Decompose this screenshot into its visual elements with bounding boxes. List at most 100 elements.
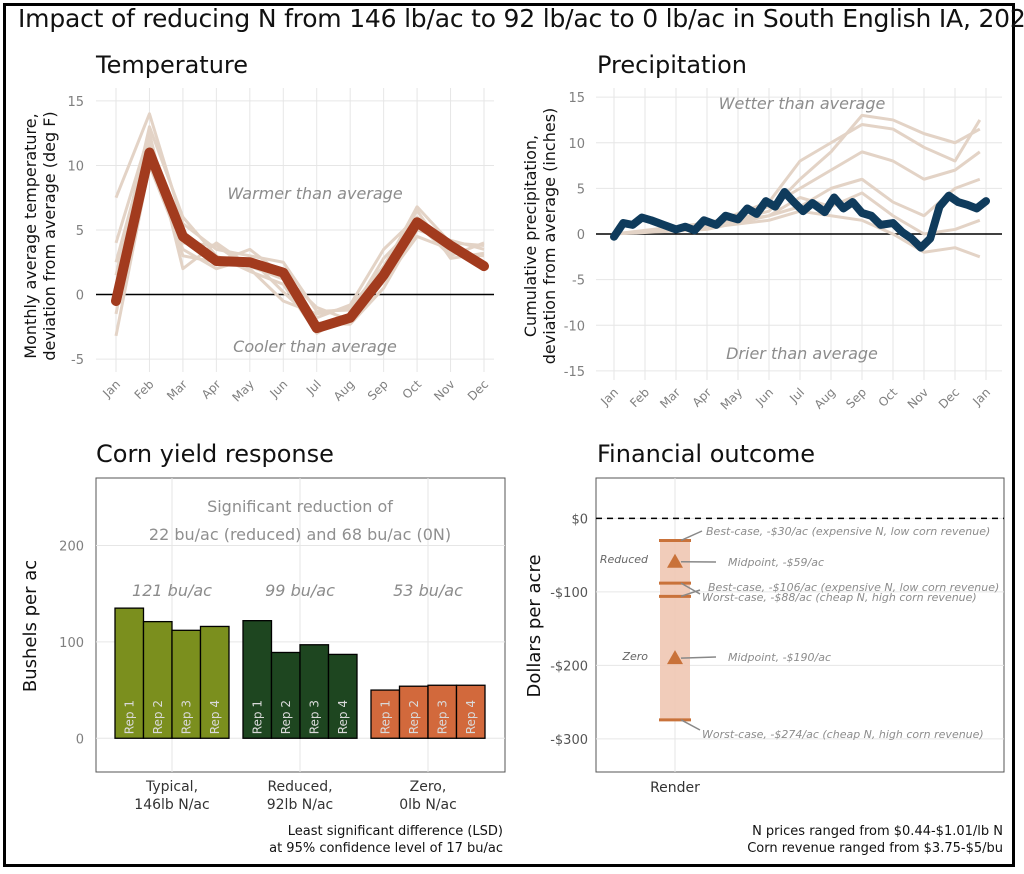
financial-annotation-text: Best-case, -$30/ac (expensive N, low cor… xyxy=(706,525,990,538)
temperature-y-axis-label: Monthly average temperature,deviation fr… xyxy=(21,111,59,360)
temperature-xtick-label: Apr xyxy=(199,377,224,402)
corn-yield-ytick-label: 0 xyxy=(76,732,84,747)
corn-yield-group-label: Reduced, xyxy=(267,779,332,795)
precipitation-xtick-label: Feb xyxy=(627,385,652,410)
corn-yield-bar xyxy=(199,625,230,739)
precipitation-y-axis-label-line: deviation from average (inches) xyxy=(540,108,559,365)
temperature-ytick-label: -5 xyxy=(71,353,84,368)
precipitation-y-axis-label-line: Cumulative precipitation, xyxy=(521,135,540,337)
temperature-y-axis-label-line: deviation from average (deg F) xyxy=(40,111,59,360)
corn-yield-bar xyxy=(455,684,486,739)
financial-annotation-arrow xyxy=(680,582,701,595)
financial-ytick-label: $0 xyxy=(571,512,588,527)
precipitation-xtick-label: Jan xyxy=(597,385,621,409)
financial-footnote: Corn revenue ranged from $3.75-$5/bu xyxy=(747,841,1003,856)
precipitation-ytick-label: 15 xyxy=(568,91,585,106)
temperature-xtick-label: Oct xyxy=(400,377,425,402)
corn-yield-rep-label: Rep 4 xyxy=(464,700,478,734)
precipitation-xtick-label: Mar xyxy=(657,385,683,411)
corn-yield-rep-label: Rep 4 xyxy=(336,700,350,734)
corn-yield-rep-label: Rep 2 xyxy=(279,700,293,734)
precipitation-xtick-label: May xyxy=(718,385,745,412)
temperature-xtick-label: Jan xyxy=(99,377,123,401)
financial-footnote: N prices ranged from $0.44-$1.01/lb N xyxy=(752,824,1003,839)
precipitation-xtick-label: Jan xyxy=(969,385,993,409)
corn-yield-footnote: at 95% confidence level of 17 bu/ac xyxy=(269,841,503,856)
precipitation-ytick-label: 10 xyxy=(568,137,585,152)
corn-yield-rep-label: Rep 1 xyxy=(378,700,392,734)
corn-yield-ytick-label: 100 xyxy=(59,636,84,651)
financial-annotation-text: Worst-case, -$88/ac (cheap N, high corn … xyxy=(702,591,977,604)
corn-yield-annotation: 22 bu/ac (reduced) and 68 bu/ac (0N) xyxy=(149,525,451,544)
corn-yield-y-axis-label: Bushels per ac xyxy=(20,560,41,692)
financial-annotation-arrow xyxy=(680,719,701,731)
corn-yield-group-label: 0lb N/ac xyxy=(399,797,457,813)
temperature-xtick-label: Jun xyxy=(267,377,291,401)
corn-yield-annotation: Significant reduction of xyxy=(207,497,393,516)
temperature-annotation: Cooler than average xyxy=(233,337,397,356)
temperature-ytick-label: 0 xyxy=(76,289,84,304)
financial-ytick-label: -$200 xyxy=(550,659,588,674)
corn-yield-rep-label: Rep 3 xyxy=(435,700,449,734)
temperature-xtick-label: Sep xyxy=(365,377,391,403)
corn-yield-mean-label: 121 bu/ac xyxy=(132,581,212,600)
corn-yield-mean-label: 53 bu/ac xyxy=(393,581,463,600)
precipitation-ytick-label: -5 xyxy=(572,274,585,289)
financial-annotation-text: Midpoint, -$59/ac xyxy=(728,556,824,569)
precipitation-xtick-label: Aug xyxy=(812,385,838,411)
financial-panel-border xyxy=(595,477,1005,773)
precipitation-xtick-label: Dec xyxy=(936,385,962,411)
financial-ytick-label: -$300 xyxy=(550,733,588,748)
precipitation-annotation: Wetter than average xyxy=(719,94,886,113)
corn-yield-group-label: Zero, xyxy=(410,779,447,795)
temperature-xtick-label: May xyxy=(229,377,256,404)
financial-annotation-arrow xyxy=(680,530,703,542)
financial-midpoint-marker xyxy=(667,553,683,568)
precipitation-2024-line xyxy=(610,188,990,252)
corn-yield-rep-label: Rep 1 xyxy=(250,700,264,734)
financial-y-axis-label: Dollars per acre xyxy=(524,554,545,697)
financial-annotation-arrow xyxy=(680,656,717,659)
financial-x-category-label: Render xyxy=(650,780,700,796)
temperature-2024-line xyxy=(111,147,489,334)
financial-title: Financial outcome xyxy=(597,440,815,468)
precipitation-historic-line xyxy=(613,209,981,259)
financial-annotation-text: Best-case, -$106/ac (expensive N, low co… xyxy=(708,581,999,594)
precipitation-annotation: Drier than average xyxy=(726,344,878,363)
precipitation-xtick-label: Sep xyxy=(843,385,869,411)
temperature-title: Temperature xyxy=(95,51,248,79)
precipitation-y-axis-label: Cumulative precipitation,deviation from … xyxy=(521,108,559,365)
financial-ytick-label: -$100 xyxy=(550,586,588,601)
corn-yield-group-label: 146lb N/ac xyxy=(134,797,209,813)
figure-frame xyxy=(3,3,1015,867)
precipitation-xtick-label: Nov xyxy=(905,385,931,411)
corn-yield-ytick-label: 200 xyxy=(59,539,84,554)
temperature-xtick-label: Dec xyxy=(465,377,491,403)
temperature-ytick-label: 5 xyxy=(76,224,84,239)
precipitation-ytick-label: 0 xyxy=(577,228,585,243)
corn-yield-rep-label: Rep 4 xyxy=(208,700,222,734)
financial-annotation-arrow xyxy=(680,589,701,598)
corn-yield-bar xyxy=(327,653,358,739)
precipitation-xtick-label: Jul xyxy=(786,385,807,406)
financial-range-label: Reduced xyxy=(600,553,649,566)
corn-yield-mean-label: 99 bu/ac xyxy=(265,581,335,600)
precipitation-xtick-label: Jun xyxy=(752,385,776,409)
corn-yield-rep-label: Rep 2 xyxy=(151,700,165,734)
temperature-xtick-label: Mar xyxy=(164,377,190,403)
financial-midpoint-marker xyxy=(667,650,683,665)
corn-yield-title: Corn yield response xyxy=(96,440,334,468)
temperature-xtick-label: Jul xyxy=(303,377,324,398)
corn-yield-group-label: Typical, xyxy=(145,779,198,795)
corn-yield-bar xyxy=(398,685,429,739)
corn-yield-bar xyxy=(242,620,273,739)
temperature-xtick-label: Nov xyxy=(431,377,457,403)
corn-yield-rep-label: Rep 3 xyxy=(307,700,321,734)
temperature-xtick-label: Feb xyxy=(132,377,157,402)
corn-yield-group-label: 92lb N/ac xyxy=(267,797,334,813)
precipitation-ytick-label: -10 xyxy=(564,319,585,334)
precipitation-title: Precipitation xyxy=(597,51,747,79)
corn-yield-rep-label: Rep 2 xyxy=(407,700,421,734)
corn-yield-bar xyxy=(427,684,458,739)
